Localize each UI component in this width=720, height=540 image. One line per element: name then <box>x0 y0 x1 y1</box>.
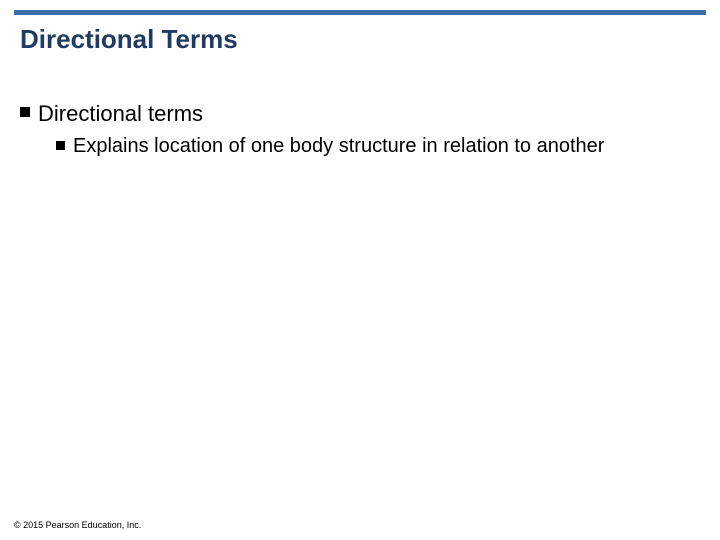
square-bullet-icon <box>20 107 30 117</box>
slide-title: Directional Terms <box>20 24 238 55</box>
bullet-level-1: Directional terms <box>20 100 700 128</box>
header-rule <box>14 10 706 15</box>
bullet-level-2: Explains location of one body structure … <box>56 134 700 159</box>
content-area: Directional terms Explains location of o… <box>20 100 700 159</box>
bullet-l2-text: Explains location of one body structure … <box>73 134 604 159</box>
bullet-l1-text: Directional terms <box>38 100 203 128</box>
copyright-footer: © 2015 Pearson Education, Inc. <box>14 520 141 530</box>
square-bullet-icon <box>56 141 65 150</box>
